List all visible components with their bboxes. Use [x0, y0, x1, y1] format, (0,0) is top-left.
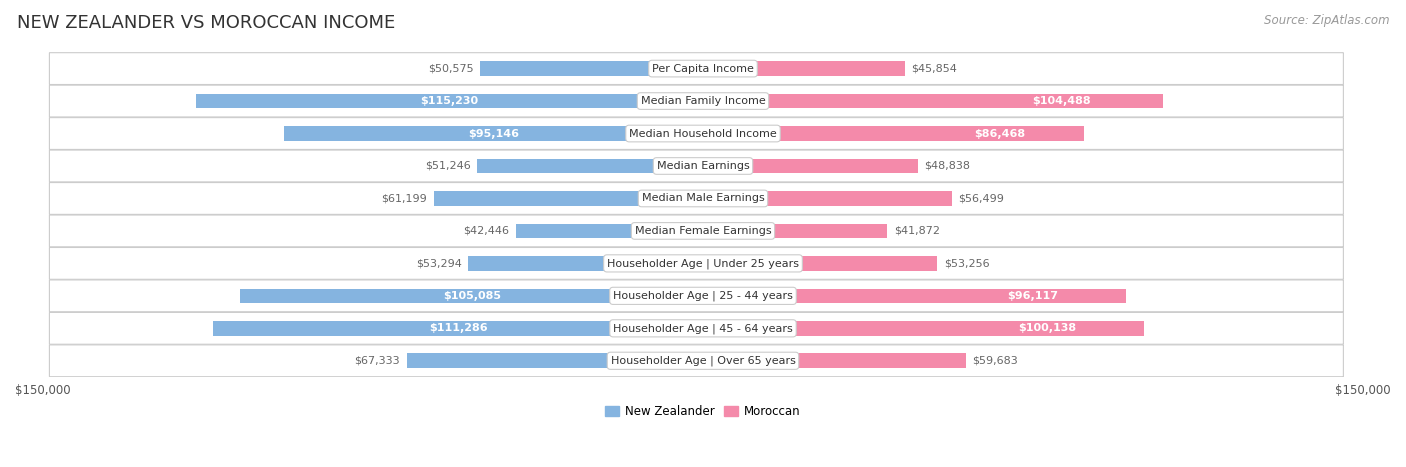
- FancyBboxPatch shape: [49, 53, 1343, 85]
- Bar: [468, 256, 703, 271]
- FancyBboxPatch shape: [49, 118, 1343, 149]
- Text: $95,146: $95,146: [468, 128, 519, 139]
- Text: $59,683: $59,683: [973, 356, 1018, 366]
- Bar: [703, 321, 1143, 336]
- Bar: [703, 256, 938, 271]
- Text: Householder Age | Under 25 years: Householder Age | Under 25 years: [607, 258, 799, 269]
- Bar: [703, 224, 887, 238]
- Text: Householder Age | 25 - 44 years: Householder Age | 25 - 44 years: [613, 290, 793, 301]
- Text: Median Male Earnings: Median Male Earnings: [641, 193, 765, 204]
- Text: $67,333: $67,333: [354, 356, 401, 366]
- Bar: [195, 94, 703, 108]
- Text: Per Capita Income: Per Capita Income: [652, 64, 754, 74]
- Text: $51,246: $51,246: [425, 161, 471, 171]
- Bar: [703, 61, 905, 76]
- Text: $115,230: $115,230: [420, 96, 478, 106]
- Bar: [703, 191, 952, 206]
- Text: $48,838: $48,838: [925, 161, 970, 171]
- Bar: [703, 94, 1163, 108]
- Bar: [703, 289, 1126, 303]
- Bar: [433, 191, 703, 206]
- Text: $86,468: $86,468: [974, 128, 1025, 139]
- Bar: [703, 354, 966, 368]
- FancyBboxPatch shape: [49, 312, 1343, 344]
- Text: Median Earnings: Median Earnings: [657, 161, 749, 171]
- Text: Householder Age | 45 - 64 years: Householder Age | 45 - 64 years: [613, 323, 793, 333]
- FancyBboxPatch shape: [49, 183, 1343, 214]
- Text: Median Household Income: Median Household Income: [628, 128, 778, 139]
- Bar: [703, 126, 1084, 141]
- Text: Median Family Income: Median Family Income: [641, 96, 765, 106]
- FancyBboxPatch shape: [49, 150, 1343, 182]
- Text: $61,199: $61,199: [381, 193, 427, 204]
- Bar: [240, 289, 703, 303]
- Text: $56,499: $56,499: [959, 193, 1004, 204]
- Text: $96,117: $96,117: [1008, 291, 1059, 301]
- Text: NEW ZEALANDER VS MOROCCAN INCOME: NEW ZEALANDER VS MOROCCAN INCOME: [17, 14, 395, 32]
- Text: Source: ZipAtlas.com: Source: ZipAtlas.com: [1264, 14, 1389, 27]
- FancyBboxPatch shape: [49, 215, 1343, 247]
- Bar: [406, 354, 703, 368]
- Text: $53,256: $53,256: [943, 258, 990, 269]
- Bar: [703, 159, 918, 173]
- Text: $45,854: $45,854: [911, 64, 957, 74]
- Text: $111,286: $111,286: [429, 323, 488, 333]
- Text: $42,446: $42,446: [464, 226, 509, 236]
- FancyBboxPatch shape: [49, 345, 1343, 377]
- Bar: [284, 126, 703, 141]
- Bar: [481, 61, 703, 76]
- Text: $104,488: $104,488: [1032, 96, 1091, 106]
- Text: Householder Age | Over 65 years: Householder Age | Over 65 years: [610, 355, 796, 366]
- Legend: New Zealander, Moroccan: New Zealander, Moroccan: [600, 401, 806, 423]
- Bar: [214, 321, 703, 336]
- Bar: [516, 224, 703, 238]
- Bar: [478, 159, 703, 173]
- FancyBboxPatch shape: [49, 85, 1343, 117]
- Text: $50,575: $50,575: [429, 64, 474, 74]
- FancyBboxPatch shape: [49, 280, 1343, 312]
- FancyBboxPatch shape: [49, 248, 1343, 279]
- Text: $41,872: $41,872: [894, 226, 939, 236]
- Text: $105,085: $105,085: [443, 291, 501, 301]
- Text: $53,294: $53,294: [416, 258, 461, 269]
- Text: $100,138: $100,138: [1018, 323, 1076, 333]
- Text: Median Female Earnings: Median Female Earnings: [634, 226, 772, 236]
